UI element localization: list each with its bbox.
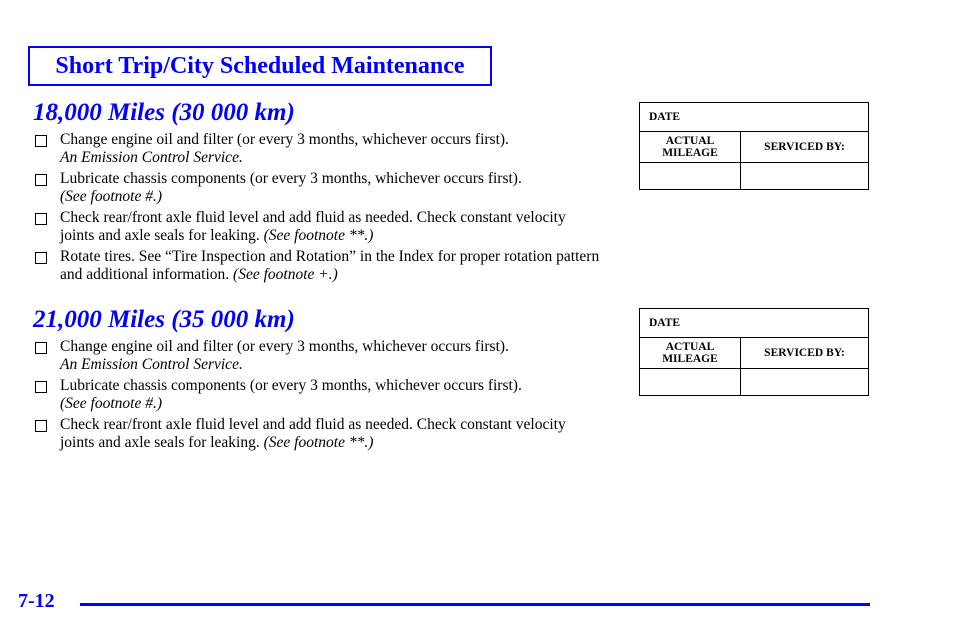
checkbox-icon[interactable] [35, 342, 47, 354]
service-log-table: DATE ACTUAL MILEAGE SERVICED BY: [639, 102, 869, 190]
page-title-box: Short Trip/City Scheduled Maintenance [28, 46, 492, 86]
section-21000: 21,000 Miles (35 000 km) Change engine o… [33, 305, 603, 452]
checkbox-icon[interactable] [35, 174, 47, 186]
mileage-header: ACTUAL MILEAGE [639, 337, 741, 369]
list-item: Check rear/front axle fluid level and ad… [33, 416, 603, 452]
list-item: Change engine oil and filter (or every 3… [33, 338, 603, 374]
checkbox-icon[interactable] [35, 381, 47, 393]
checkbox-icon[interactable] [35, 252, 47, 264]
mileage-header: ACTUAL MILEAGE [639, 131, 741, 163]
checkbox-icon[interactable] [35, 213, 47, 225]
footer-rule [80, 603, 870, 606]
mileage-cell[interactable] [639, 162, 741, 190]
serviced-by-header: SERVICED BY: [740, 337, 869, 369]
serviced-by-header: SERVICED BY: [740, 131, 869, 163]
service-log-table: DATE ACTUAL MILEAGE SERVICED BY: [639, 308, 869, 396]
serviced-by-cell[interactable] [740, 368, 869, 396]
date-cell[interactable]: DATE [639, 102, 869, 132]
checkbox-icon[interactable] [35, 420, 47, 432]
mileage-cell[interactable] [639, 368, 741, 396]
page-number: 7-12 [18, 590, 55, 612]
section-heading: 21,000 Miles (35 000 km) [33, 306, 295, 333]
list-item: Check rear/front axle fluid level and ad… [33, 209, 603, 245]
checkbox-icon[interactable] [35, 135, 47, 147]
list-item: Change engine oil and filter (or every 3… [33, 131, 603, 167]
section-heading: 18,000 Miles (30 000 km) [33, 99, 295, 126]
serviced-by-cell[interactable] [740, 162, 869, 190]
list-item: Rotate tires. See “Tire Inspection and R… [33, 248, 603, 284]
list-item: Lubricate chassis components (or every 3… [33, 377, 603, 413]
date-cell[interactable]: DATE [639, 308, 869, 338]
list-item: Lubricate chassis components (or every 3… [33, 170, 603, 206]
section-18000: 18,000 Miles (30 000 km) Change engine o… [33, 98, 603, 284]
page-title: Short Trip/City Scheduled Maintenance [55, 52, 465, 79]
